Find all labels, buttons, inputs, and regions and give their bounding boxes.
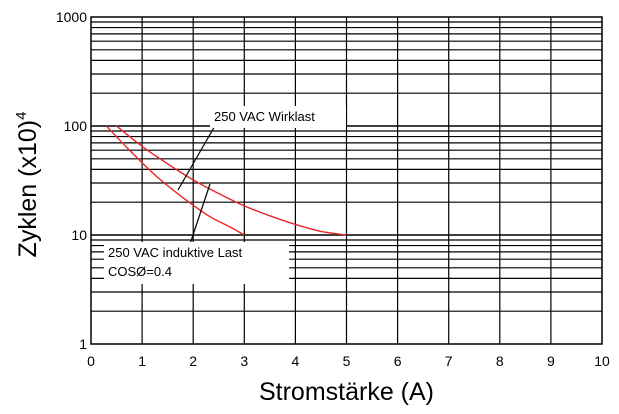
annotation-box-1 xyxy=(104,242,289,284)
x-tick-label: 0 xyxy=(87,353,95,369)
x-tick-label: 7 xyxy=(445,353,453,369)
y-tick-label: 100 xyxy=(64,118,88,134)
y-axis-title: Zyklen (x10)4 xyxy=(13,112,42,258)
y-tick-label: 1 xyxy=(79,336,87,352)
x-tick-label: 1 xyxy=(138,353,146,369)
annotation-leader-1 xyxy=(189,183,211,245)
x-tick-label: 2 xyxy=(189,353,197,369)
series-group xyxy=(105,125,347,236)
x-axis-title: Stromstärke (A) xyxy=(259,378,434,406)
annotation-text: 250 VAC induktive Last xyxy=(108,245,243,260)
annotation-leader-0 xyxy=(177,123,217,191)
plot-frame xyxy=(90,16,603,345)
x-tick-labels: 0 1 2 3 4 5 6 7 8 9 10 xyxy=(87,353,610,369)
x-tick-label: 5 xyxy=(343,353,351,369)
annotations: 250 VAC Wirklast 250 VAC induktive Last CO… xyxy=(104,106,346,284)
annotation-text: 250 VAC Wirklast xyxy=(214,109,315,124)
x-tick-label: 10 xyxy=(594,353,610,369)
x-tick-label: 3 xyxy=(240,353,248,369)
y-tick-label: 10 xyxy=(71,227,87,243)
y-tick-label: 1000 xyxy=(56,9,87,25)
x-tick-label: 8 xyxy=(496,353,504,369)
annotation-text: COSØ=0.4 xyxy=(108,264,172,279)
y-axis-title-main: Zyklen (x10) xyxy=(14,120,42,258)
annotation-box-0 xyxy=(210,106,346,128)
series-line-1 xyxy=(105,125,245,236)
y-tick-labels: 1 10 100 1000 xyxy=(56,9,87,352)
grid xyxy=(91,17,602,344)
x-tick-label: 4 xyxy=(292,353,300,369)
x-tick-label: 6 xyxy=(394,353,402,369)
x-tick-label: 9 xyxy=(547,353,555,369)
y-axis-title-superscript: 4 xyxy=(13,112,30,120)
series-line-0 xyxy=(116,125,347,236)
